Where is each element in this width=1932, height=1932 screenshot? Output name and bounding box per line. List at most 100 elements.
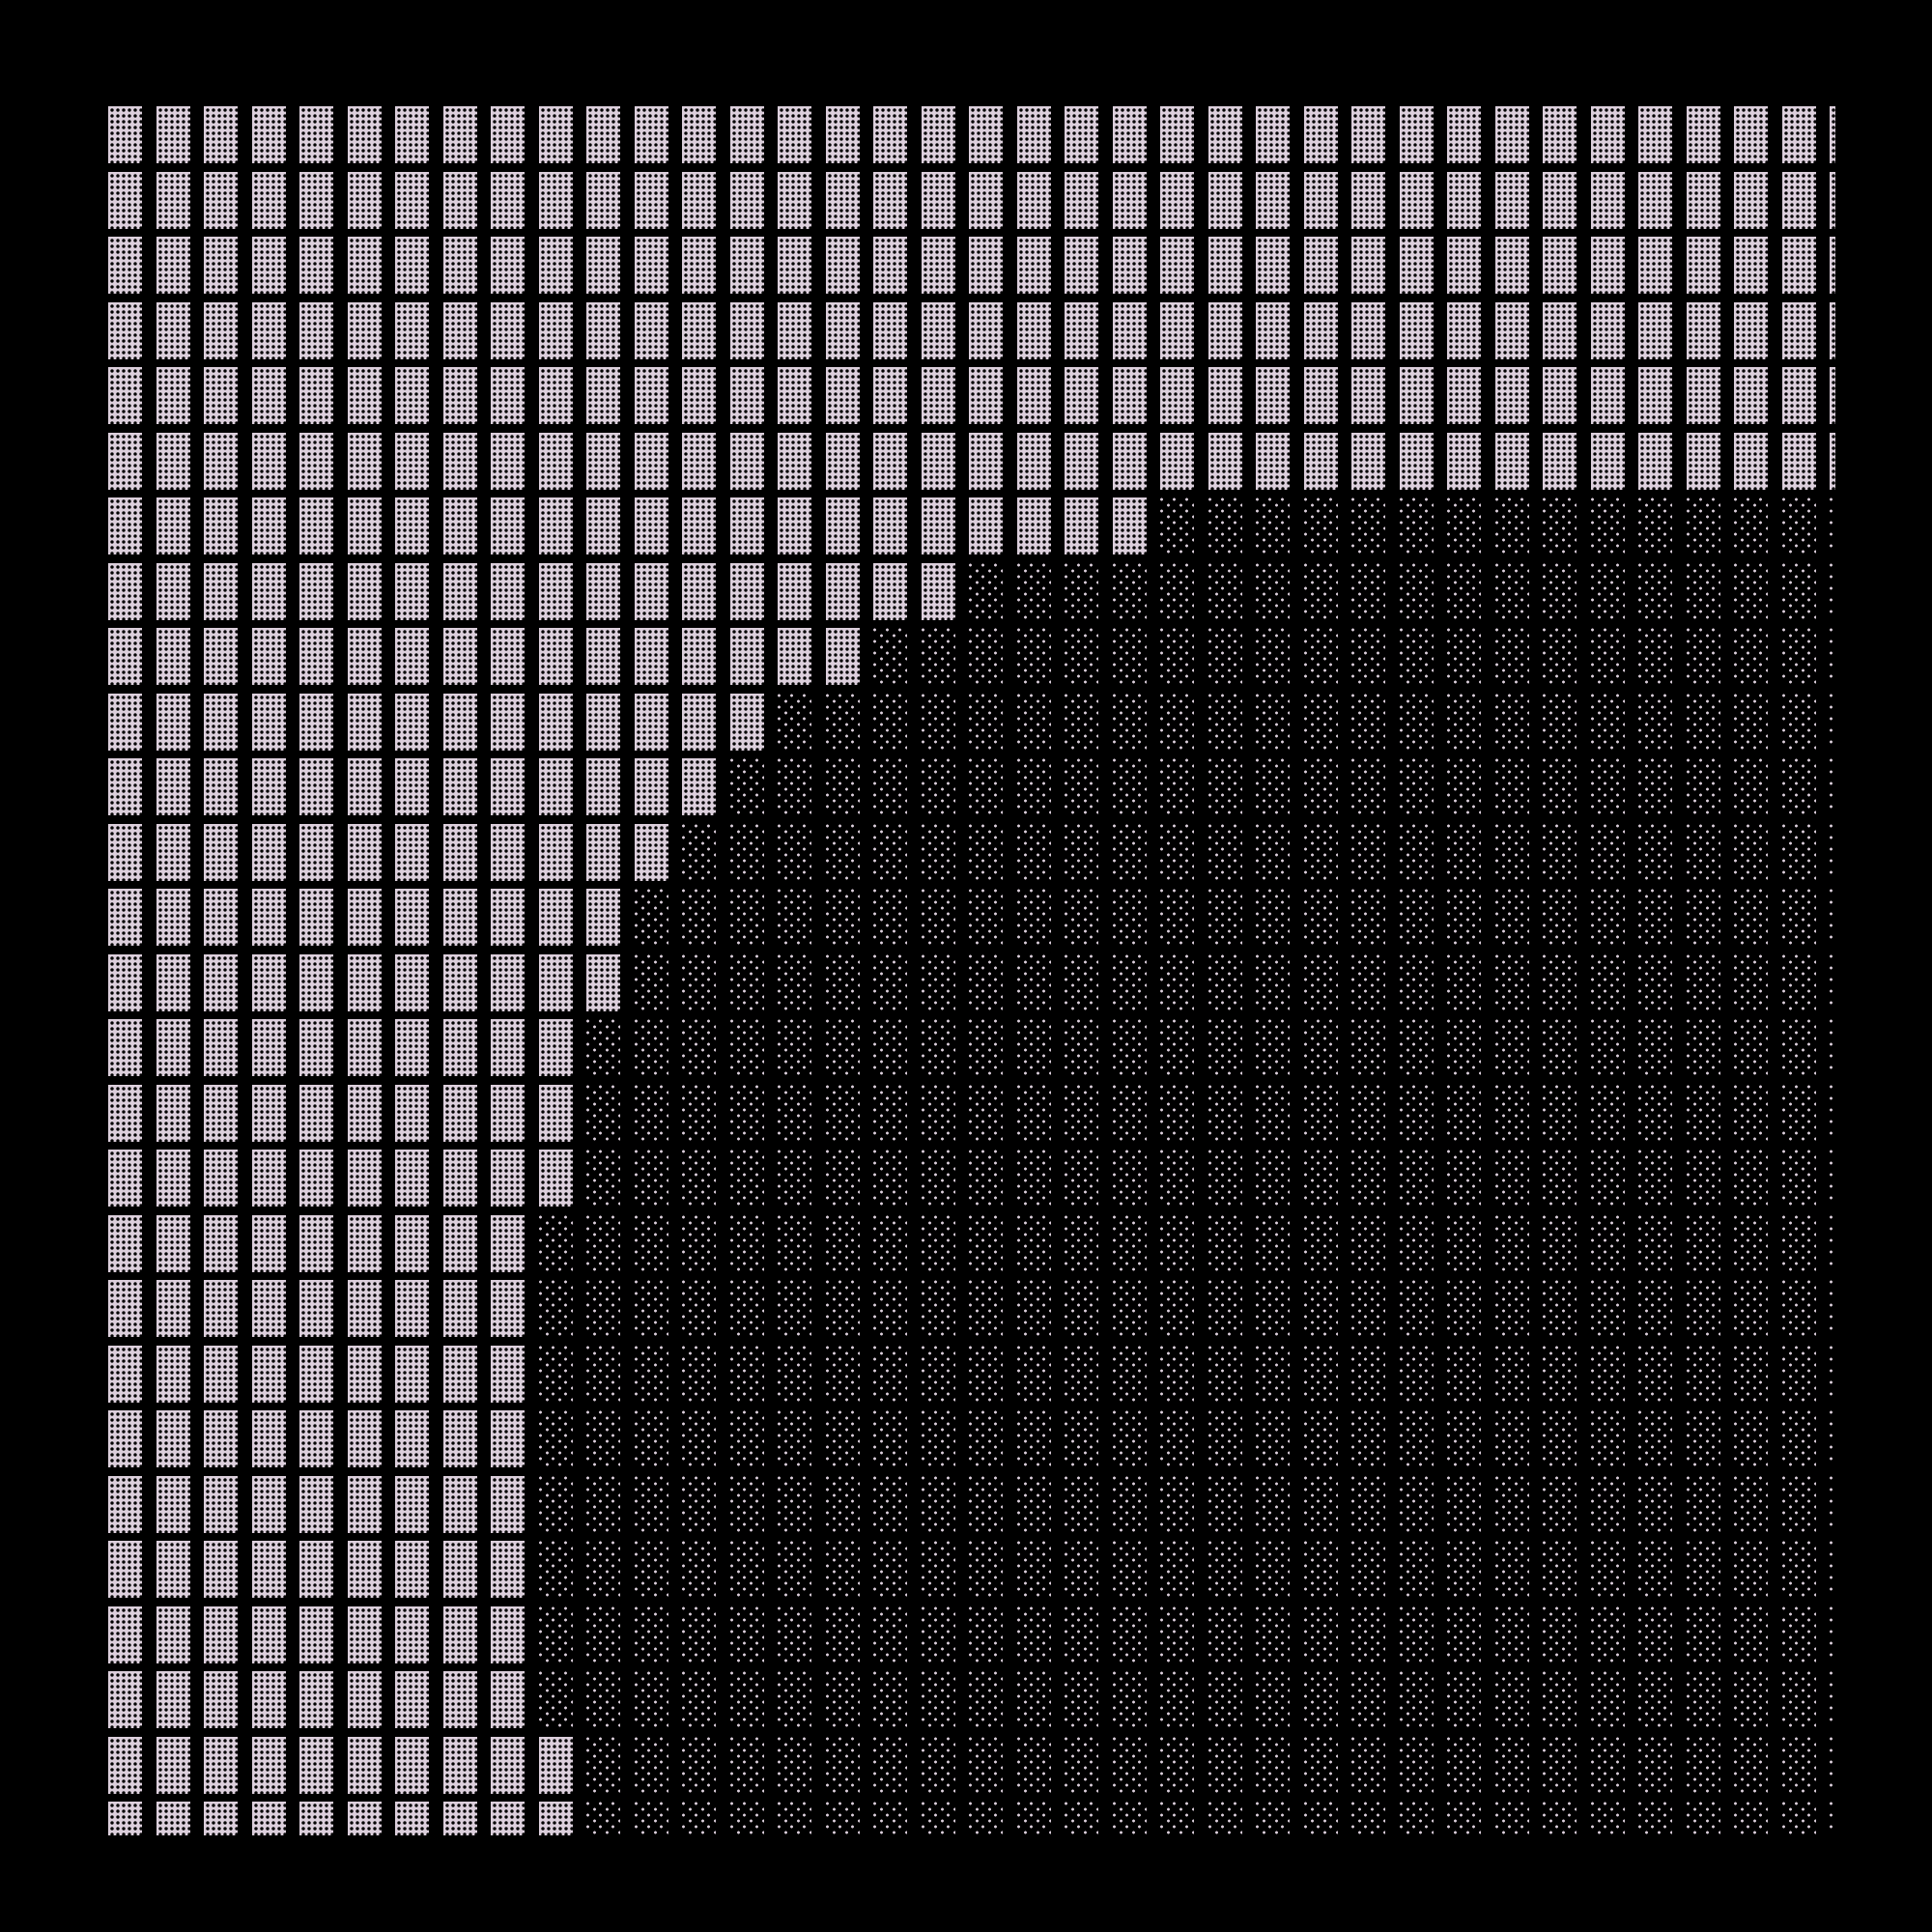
light-cell bbox=[586, 432, 620, 490]
dark-cell bbox=[682, 1410, 716, 1467]
dark-cell bbox=[729, 1345, 764, 1403]
dark-cell bbox=[1734, 628, 1768, 685]
dark-cell bbox=[1256, 823, 1290, 881]
light-cell bbox=[108, 889, 142, 946]
dark-cell bbox=[682, 1671, 716, 1728]
dark-cell bbox=[1543, 628, 1577, 685]
light-cell bbox=[682, 237, 716, 294]
light-cell bbox=[299, 432, 333, 490]
light-cell bbox=[442, 1345, 477, 1403]
light-cell bbox=[1543, 301, 1577, 359]
light-cell bbox=[969, 106, 1003, 163]
light-cell bbox=[634, 693, 668, 751]
dark-cell bbox=[1303, 1541, 1338, 1598]
light-cell bbox=[729, 562, 764, 620]
dark-cell bbox=[825, 1280, 860, 1337]
dark-cell bbox=[1256, 1541, 1290, 1598]
light-cell bbox=[1208, 106, 1242, 163]
dark-cell bbox=[873, 1214, 907, 1272]
light-cell bbox=[729, 237, 764, 294]
dark-cell bbox=[1638, 1802, 1672, 1835]
light-cell bbox=[442, 1475, 477, 1533]
dark-cell bbox=[1638, 953, 1672, 1011]
dark-cell bbox=[1447, 1605, 1481, 1663]
light-cell bbox=[634, 367, 668, 424]
light-cell bbox=[108, 628, 142, 685]
light-cell bbox=[1686, 432, 1720, 490]
dark-cell bbox=[1543, 562, 1577, 620]
dark-cell bbox=[1543, 1214, 1577, 1272]
dark-cell bbox=[1830, 758, 1835, 815]
dark-cell bbox=[1590, 889, 1625, 946]
dark-cell bbox=[1686, 1671, 1720, 1728]
dark-cell bbox=[1781, 1410, 1816, 1467]
dark-cell bbox=[1112, 1280, 1147, 1337]
light-cell bbox=[156, 1736, 190, 1794]
light-cell bbox=[204, 823, 238, 881]
light-cell bbox=[204, 628, 238, 685]
dark-cell bbox=[1256, 562, 1290, 620]
light-cell bbox=[251, 1541, 286, 1598]
dark-cell bbox=[1494, 1345, 1529, 1403]
light-cell bbox=[251, 106, 286, 163]
dark-cell bbox=[1208, 1150, 1242, 1207]
dark-cell bbox=[1016, 1214, 1051, 1272]
dark-cell bbox=[729, 1475, 764, 1533]
dark-cell bbox=[1303, 1671, 1338, 1728]
light-cell bbox=[251, 1410, 286, 1467]
dark-cell bbox=[1256, 1605, 1290, 1663]
light-cell bbox=[682, 367, 716, 424]
light-cell bbox=[156, 1019, 190, 1076]
light-cell bbox=[156, 1541, 190, 1598]
light-cell bbox=[347, 562, 382, 620]
dark-cell bbox=[1686, 562, 1720, 620]
dark-cell bbox=[1208, 1084, 1242, 1142]
light-cell bbox=[251, 1345, 286, 1403]
light-cell bbox=[442, 237, 477, 294]
dark-cell bbox=[1256, 1671, 1290, 1728]
light-cell bbox=[491, 758, 525, 815]
light-cell bbox=[204, 367, 238, 424]
light-cell bbox=[442, 693, 477, 751]
light-cell bbox=[969, 497, 1003, 554]
light-cell bbox=[778, 237, 811, 294]
dark-cell bbox=[1208, 1475, 1242, 1533]
light-cell bbox=[491, 301, 525, 359]
light-cell bbox=[969, 301, 1003, 359]
light-cell bbox=[538, 301, 573, 359]
light-cell bbox=[634, 237, 668, 294]
dark-cell bbox=[1303, 1084, 1338, 1142]
dark-cell bbox=[1256, 1345, 1290, 1403]
dark-cell bbox=[873, 1605, 907, 1663]
dark-cell bbox=[1160, 693, 1194, 751]
dark-cell bbox=[825, 1541, 860, 1598]
light-cell bbox=[1830, 301, 1835, 359]
dark-cell bbox=[1208, 1410, 1242, 1467]
dark-cell bbox=[586, 1671, 620, 1728]
light-cell bbox=[1112, 171, 1147, 229]
dark-cell bbox=[1351, 1280, 1385, 1337]
dark-cell bbox=[1160, 1671, 1194, 1728]
dark-cell bbox=[778, 1410, 811, 1467]
dark-cell bbox=[1399, 628, 1434, 685]
dark-cell bbox=[1303, 758, 1338, 815]
dark-cell bbox=[778, 1150, 811, 1207]
light-cell bbox=[299, 106, 333, 163]
dark-cell bbox=[873, 823, 907, 881]
dark-cell bbox=[778, 889, 811, 946]
dark-cell bbox=[778, 1736, 811, 1794]
light-cell bbox=[491, 1541, 525, 1598]
dark-cell bbox=[873, 1475, 907, 1533]
dark-cell bbox=[1208, 628, 1242, 685]
dark-cell bbox=[1256, 758, 1290, 815]
light-cell bbox=[491, 823, 525, 881]
light-cell bbox=[1303, 301, 1338, 359]
dark-cell bbox=[1781, 1671, 1816, 1728]
dark-cell bbox=[1399, 1019, 1434, 1076]
dark-cell bbox=[1447, 1541, 1481, 1598]
dark-cell bbox=[1303, 953, 1338, 1011]
dark-cell bbox=[1208, 1541, 1242, 1598]
dark-cell bbox=[1303, 562, 1338, 620]
dark-cell bbox=[1447, 758, 1481, 815]
light-cell bbox=[1208, 432, 1242, 490]
